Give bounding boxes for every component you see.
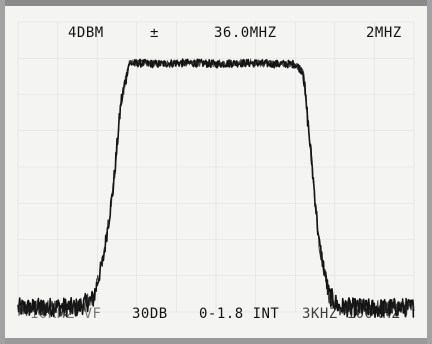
screen-bezel-right: [427, 0, 432, 344]
screen-bezel-left: [0, 0, 5, 344]
screen-bezel-top: [0, 0, 432, 6]
reference-level-readout: 4DBM: [68, 25, 104, 41]
span-readout: 2MHZ: [366, 25, 402, 41]
scale-readout: 30DB: [132, 306, 168, 322]
center-frequency-readout: 36.0MHZ: [214, 25, 277, 41]
sweep-readout: 0-1.8 INT: [199, 306, 279, 322]
spectrum-trace-0: [17, 58, 415, 318]
video-filter-readout: 10KHZ VF: [30, 306, 101, 322]
bandwidth-readout: 3KHZ 100KHZ: [302, 306, 400, 322]
screen-bezel-bottom: [0, 338, 432, 344]
marker-symbol: ±: [150, 25, 159, 41]
spectrum-trace-shadow-0: [17, 58, 415, 318]
trace-group: [17, 58, 415, 318]
